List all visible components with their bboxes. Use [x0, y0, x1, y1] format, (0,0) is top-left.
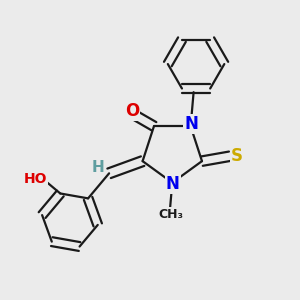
Text: CH₃: CH₃ — [158, 208, 184, 221]
Text: N: N — [166, 175, 180, 193]
Text: N: N — [184, 115, 198, 133]
Text: H: H — [92, 160, 104, 175]
Text: S: S — [231, 147, 243, 165]
Text: HO: HO — [24, 172, 47, 186]
Text: O: O — [125, 102, 139, 120]
